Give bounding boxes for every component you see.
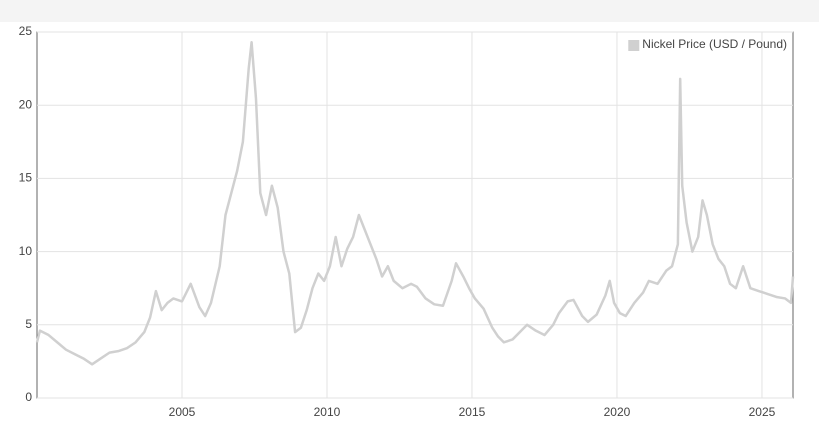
marks <box>35 41 795 366</box>
y-tick-label: 25 <box>19 24 33 38</box>
legend: Nickel Price (USD / Pound) <box>628 37 787 51</box>
y-tick-label: 0 <box>25 390 32 404</box>
y-tick-label: 15 <box>19 171 33 185</box>
y-tick-label: 20 <box>19 97 33 111</box>
plot-frame <box>36 31 794 399</box>
price-line <box>35 41 795 366</box>
x-tick-label: 2005 <box>169 405 196 419</box>
y-tick-label: 10 <box>19 244 33 258</box>
legend-swatch <box>628 40 640 51</box>
x-tick-label: 2025 <box>749 405 776 419</box>
legend-label: Nickel Price (USD / Pound) <box>642 37 787 51</box>
top-band <box>0 0 819 22</box>
x-tick-label: 2015 <box>459 405 486 419</box>
y-tick-label: 5 <box>25 317 32 331</box>
x-tick-label: 2010 <box>314 405 341 419</box>
x-tick-label: 2020 <box>604 405 631 419</box>
